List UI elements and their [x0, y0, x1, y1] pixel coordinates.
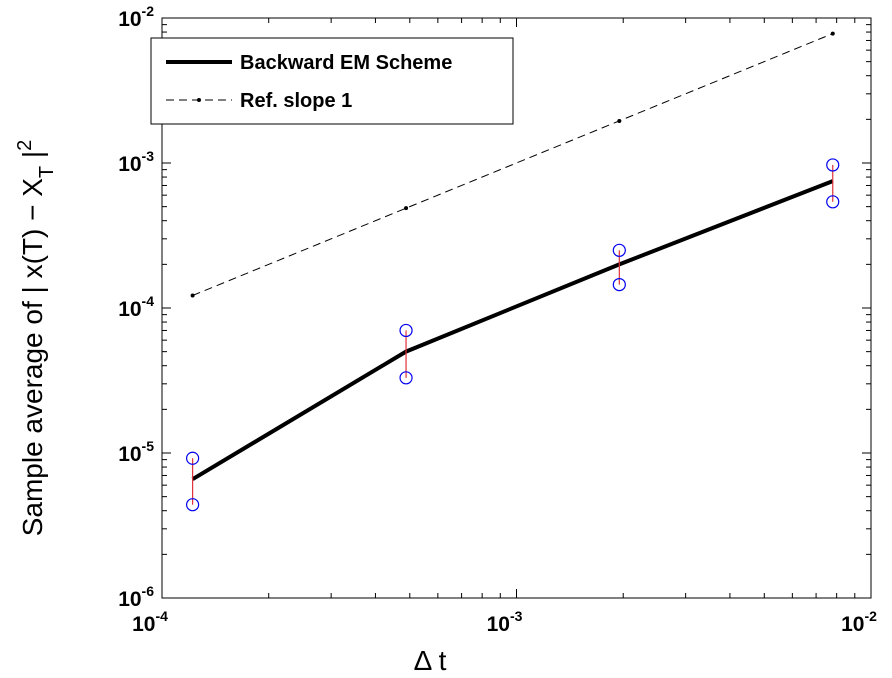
legend: Backward EM Scheme Ref. slope 1	[150, 37, 514, 125]
error-bars	[186, 158, 840, 512]
tick-labels: 10-4 10-3 10-2 10-6 10-5 10-4 10-3 10-2	[118, 3, 877, 636]
series-line-1	[192, 33, 833, 296]
x-axis-label: Δ t	[414, 645, 447, 676]
y-axis-label-sup: 2	[14, 140, 36, 151]
error-upper-marker	[612, 243, 626, 257]
error-lower-marker	[826, 195, 840, 209]
y-tick-label: 10-2	[118, 3, 154, 31]
y-tick-label: 10-3	[118, 148, 154, 176]
series-line-0	[191, 179, 834, 481]
legend-marker-ref-slope	[197, 98, 201, 102]
ref-point	[617, 118, 622, 123]
x-tick-label: 10-3	[487, 608, 523, 636]
legend-label-ref-slope: Ref. slope 1	[240, 90, 352, 112]
y-axis-label: Sample average of | x(T) − XT |2	[14, 140, 58, 537]
y-axis-label-sub: T	[36, 166, 58, 178]
error-lower-marker	[612, 278, 626, 292]
error-upper-marker	[399, 323, 413, 338]
series-layer	[190, 31, 835, 481]
y-axis-label-tail: |	[17, 151, 48, 166]
error-lower-marker	[186, 498, 200, 512]
ref-point	[190, 293, 195, 298]
error-upper-marker	[186, 451, 200, 465]
x-tick-label: 10-4	[132, 608, 168, 636]
error-lower-marker	[399, 371, 413, 385]
ref-point	[830, 31, 835, 36]
y-tick-label: 10-5	[118, 438, 154, 466]
y-axis-label-main: Sample average of | x(T) − X	[17, 178, 48, 537]
legend-box	[150, 37, 514, 125]
ref-point	[404, 206, 409, 211]
y-tick-label: 10-6	[118, 583, 154, 611]
error-upper-marker	[826, 158, 840, 172]
y-tick-label: 10-4	[118, 293, 154, 321]
legend-label-backward-em: Backward EM Scheme	[240, 52, 452, 74]
x-tick-label: 10-2	[841, 608, 877, 636]
